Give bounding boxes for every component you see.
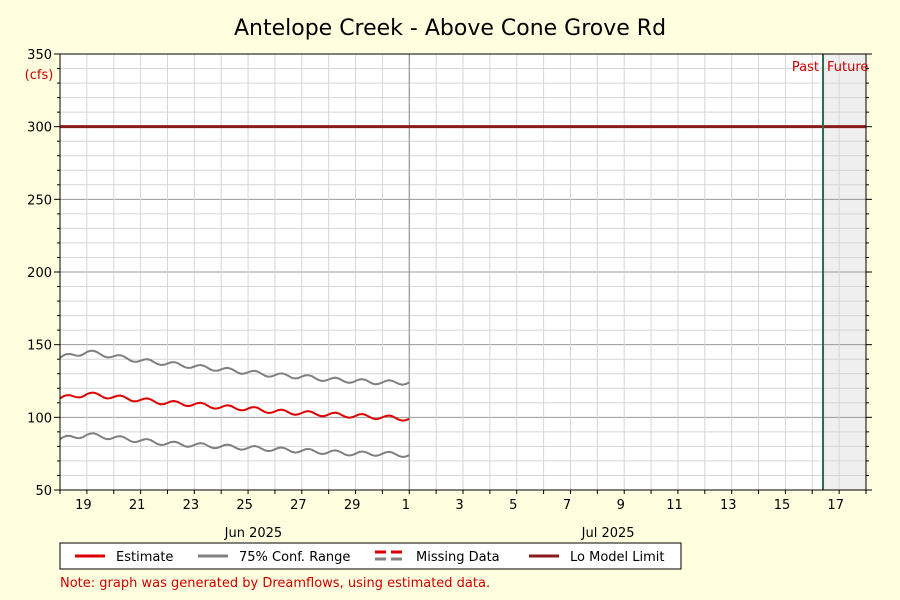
series-line-2 <box>59 432 410 459</box>
x-tick-label: 9 <box>617 498 625 513</box>
y-unit-label: (cfs) <box>25 68 54 83</box>
y-tick-label: 300 <box>27 121 52 136</box>
legend-label: Lo Model Limit <box>570 550 665 565</box>
y-tick-label: 200 <box>27 266 52 281</box>
x-tick-label: 27 <box>290 498 307 513</box>
y-tick-label: 250 <box>27 193 52 208</box>
month-label: Jul 2025 <box>581 526 635 541</box>
chart-title: Antelope Creek - Above Cone Grove Rd <box>234 16 666 41</box>
past-label: Past <box>792 60 819 75</box>
x-tick-label: 15 <box>774 498 791 513</box>
y-tick-label: 150 <box>27 339 52 354</box>
future-label: Future <box>827 60 868 75</box>
y-tick-label: 50 <box>35 484 52 499</box>
legend-label: 75% Conf. Range <box>239 550 350 565</box>
x-tick-label: 29 <box>344 498 361 513</box>
x-tick-label: 13 <box>720 498 737 513</box>
x-tick-label: 17 <box>827 498 844 513</box>
x-tick-label: 1 <box>402 498 410 513</box>
y-tick-label: 350 <box>27 48 52 63</box>
x-tick-label: 23 <box>183 498 200 513</box>
x-tick-label: 25 <box>236 498 253 513</box>
legend-box <box>59 542 682 570</box>
x-tick-label: 11 <box>666 498 683 513</box>
y-tick-label: 100 <box>27 411 52 426</box>
x-tick-label: 19 <box>75 498 92 513</box>
legend-label: Missing Data <box>416 550 500 565</box>
month-label: Jun 2025 <box>224 526 283 541</box>
legend-label: Estimate <box>116 550 173 565</box>
legend: Estimate 75% Conf. Range Missing Data Lo Mo… <box>59 542 682 570</box>
x-tick-label: 3 <box>455 498 463 513</box>
series-line-1 <box>59 349 410 386</box>
x-tick-label: 7 <box>563 498 571 513</box>
footnote: Note: graph was generated by Dreamflows,… <box>60 576 490 591</box>
x-tick-label: 21 <box>129 498 146 513</box>
x-tick-label: 5 <box>509 498 517 513</box>
series-line-0 <box>59 391 410 422</box>
